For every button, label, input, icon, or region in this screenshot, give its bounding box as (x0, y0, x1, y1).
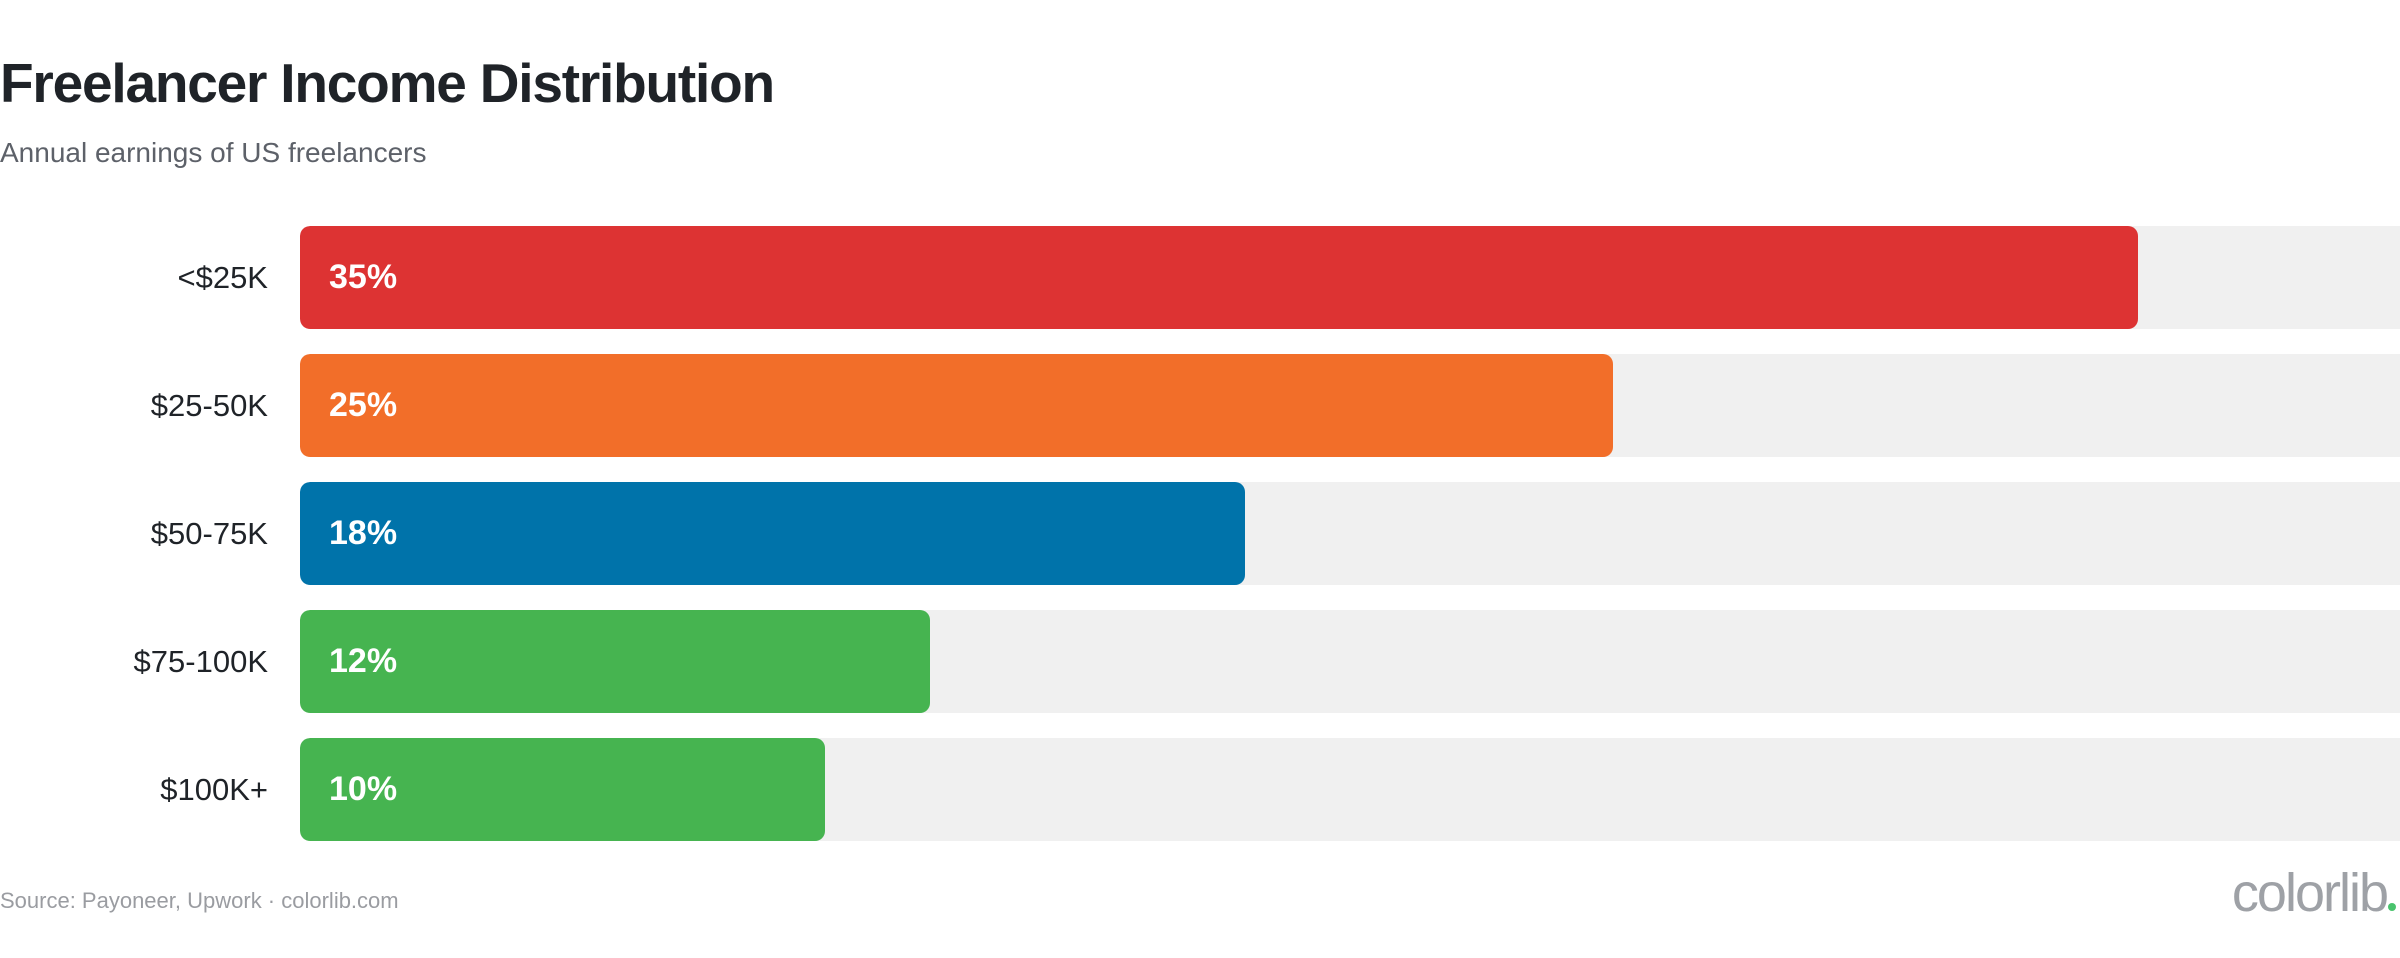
bar-track: 35% (300, 226, 2400, 329)
category-label: $25-50K (150, 388, 268, 423)
chart-subtitle: Annual earnings of US freelancers (0, 137, 427, 168)
bar: 18% (300, 482, 1245, 585)
logo-dot (2388, 903, 2396, 911)
bar-value-label: 25% (329, 386, 398, 424)
bar-track: 12% (300, 610, 2400, 713)
bar-row: $50-75K 18% (0, 482, 2400, 585)
bar-row: $100K+ 10% (0, 738, 2400, 841)
bar-rows: <$25K 35% $25-50K 25% $50-75K 18% $75-100K 12% $… (0, 226, 2400, 866)
category-label: $100K+ (160, 772, 268, 807)
bar-track: 10% (300, 738, 2400, 841)
logo-text: colorlib (2231, 863, 2389, 923)
category-label: $50-75K (150, 516, 268, 551)
bar-value-label: 35% (329, 258, 398, 296)
chart-title: Freelancer Income Distribution (0, 52, 775, 114)
bar-value-label: 10% (329, 770, 398, 808)
source-note: Source: Payoneer, Upwork · colorlib.com (0, 888, 399, 913)
bar-track: 18% (300, 482, 2400, 585)
bar: 12% (300, 610, 930, 713)
bar: 25% (300, 354, 1613, 457)
bar-track: 25% (300, 354, 2400, 457)
category-label: $75-100K (133, 644, 268, 679)
bar-value-label: 12% (329, 642, 398, 680)
bar-row: $25-50K 25% (0, 354, 2400, 457)
colorlib-logo: colorlib (2232, 866, 2396, 920)
bar-row: <$25K 35% (0, 226, 2400, 329)
bar-row: $75-100K 12% (0, 610, 2400, 713)
bar-value-label: 18% (329, 514, 398, 552)
bar: 10% (300, 738, 825, 841)
category-label: <$25K (177, 260, 268, 295)
bar: 35% (300, 226, 2138, 329)
